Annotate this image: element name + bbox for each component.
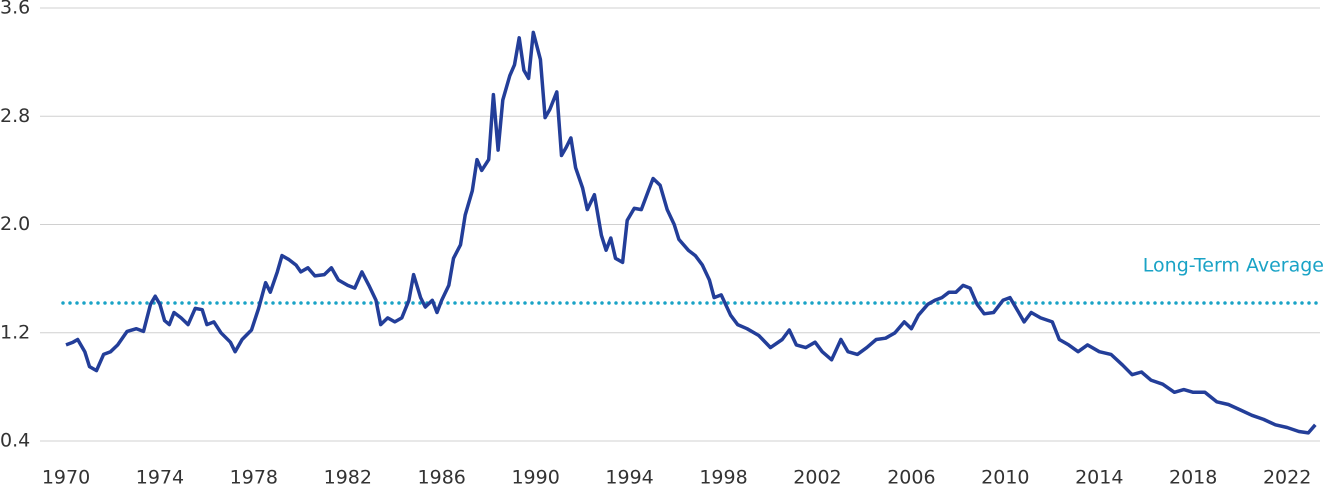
x-tick-label: 1990 xyxy=(511,467,559,488)
x-tick-label: 2022 xyxy=(1263,467,1311,488)
x-tick-label: 2010 xyxy=(981,467,1029,488)
x-tick-label: 1974 xyxy=(136,467,184,488)
x-tick-label: 1978 xyxy=(230,467,278,488)
y-tick-label: 2.0 xyxy=(0,213,30,235)
x-tick-label: 2014 xyxy=(1075,467,1123,488)
x-tick-label: 2002 xyxy=(793,467,841,488)
y-tick-label: 0.4 xyxy=(0,430,30,452)
x-tick-label: 1994 xyxy=(605,467,653,488)
y-tick-label: 3.6 xyxy=(0,0,30,19)
y-tick-label: 2.8 xyxy=(0,105,30,127)
x-tick-label: 1998 xyxy=(699,467,747,488)
y-tick-label: 1.2 xyxy=(0,321,30,343)
x-tick-label: 2006 xyxy=(887,467,935,488)
x-tick-label: 1970 xyxy=(42,467,90,488)
x-tick-label: 1986 xyxy=(418,467,466,488)
x-tick-label: 1982 xyxy=(324,467,372,488)
data-line xyxy=(65,30,1317,435)
reference-label: Long-Term Average xyxy=(1143,254,1324,276)
x-tick-label: 2018 xyxy=(1169,467,1217,488)
